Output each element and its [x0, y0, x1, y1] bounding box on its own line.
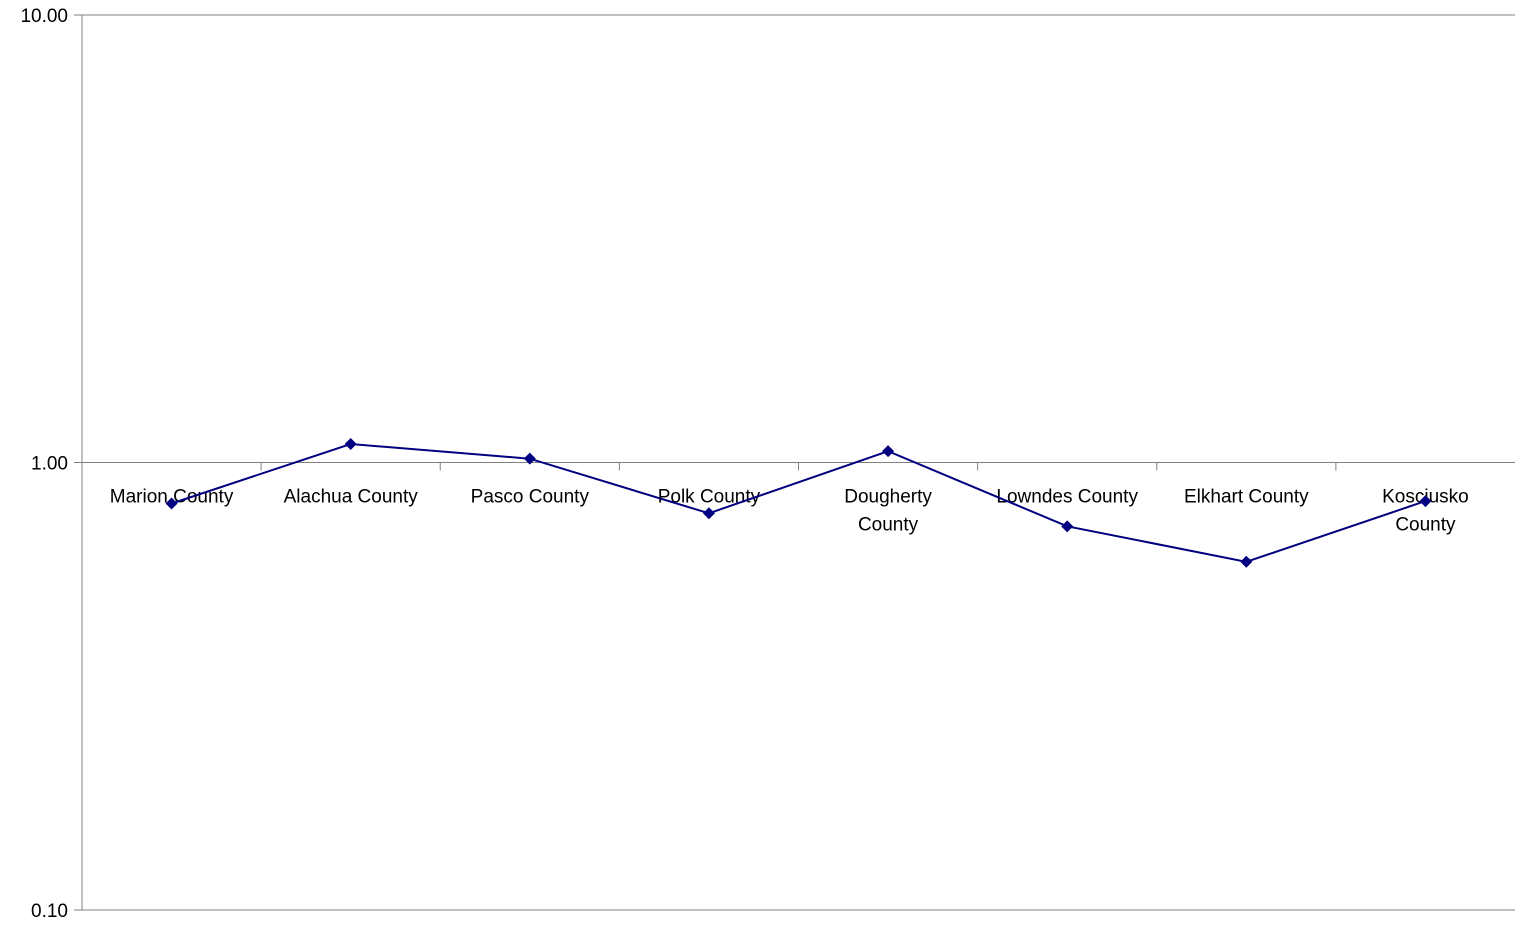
x-tick-label: Lowndes County	[996, 487, 1138, 508]
data-point	[1419, 495, 1432, 508]
x-tick-label: Alachua County	[284, 487, 419, 508]
y-tick-label: 0.10	[31, 901, 68, 922]
series-line	[171, 442, 1426, 563]
data-point	[344, 437, 357, 450]
series-group	[165, 437, 1432, 568]
y-axis: 10.00 1.00 0.10	[20, 6, 1515, 922]
data-point	[1240, 555, 1253, 568]
x-tick-label: Elkhart County	[1184, 487, 1309, 508]
data-point	[702, 507, 715, 520]
category-labels: Marion County Alachua County Pasco County P…	[110, 487, 1469, 536]
y-tick-label: 10.00	[20, 6, 68, 27]
x-tick-label: Marion County	[110, 487, 234, 508]
data-point	[165, 497, 178, 510]
data-point	[882, 445, 895, 458]
data-point	[523, 452, 536, 465]
x-tick-label: Polk County	[658, 487, 761, 508]
y-tick-label: 1.00	[31, 454, 68, 475]
data-point	[1061, 520, 1074, 533]
category-axis	[82, 462, 1515, 471]
x-tick-label: Pasco County	[471, 487, 590, 508]
x-tick-label: Dougherty County	[844, 487, 932, 536]
